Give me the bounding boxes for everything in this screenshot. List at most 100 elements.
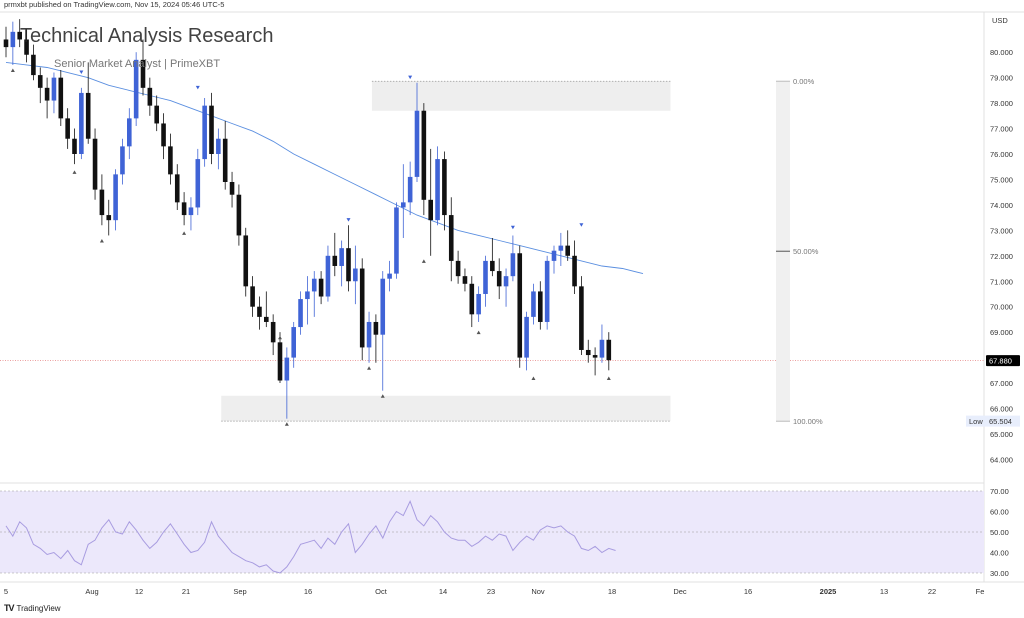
candle xyxy=(202,98,207,167)
candle-body xyxy=(407,176,413,203)
candle xyxy=(421,103,427,216)
candle-body xyxy=(120,146,125,175)
candle xyxy=(37,67,43,104)
candle xyxy=(606,332,612,371)
candle xyxy=(394,202,399,279)
price-tick-label: 71.000 xyxy=(990,277,1013,286)
candle xyxy=(10,21,16,65)
candle xyxy=(373,314,379,363)
candle xyxy=(599,324,605,363)
candle-body xyxy=(332,255,338,266)
candle xyxy=(414,82,420,182)
fib-level-label: 50.00% xyxy=(793,247,819,256)
candle-body xyxy=(339,248,344,266)
candle-body xyxy=(428,199,433,221)
candle xyxy=(209,92,214,165)
time-tick-label: 21 xyxy=(182,587,190,596)
time-tick-label: 12 xyxy=(135,587,143,596)
pivot-low-marker-icon xyxy=(72,170,77,174)
candle xyxy=(229,171,235,208)
candle xyxy=(243,227,249,297)
time-axis: 5 Aug 12 21 Sep 16 Oct 14 23 Nov 18 Dec 16 2025 13 22 Fe xyxy=(4,587,984,596)
candle xyxy=(222,120,228,190)
candle-body xyxy=(599,339,605,358)
pivot-low-marker-icon xyxy=(476,330,481,335)
candle xyxy=(558,232,564,266)
candle-body xyxy=(483,260,488,294)
pivot-low-marker-icon xyxy=(278,335,282,340)
candle-body xyxy=(250,286,255,307)
publish-header: prmxbt published on TradingView.com, Nov… xyxy=(4,0,225,9)
candle-body xyxy=(592,355,598,358)
candle xyxy=(462,268,468,292)
candle-body xyxy=(401,202,406,208)
candle xyxy=(565,230,570,261)
candle-body xyxy=(161,123,166,147)
low-tag xyxy=(966,415,986,427)
rsi-tick-label: 30.00 xyxy=(990,569,1009,578)
rsi-tick-label: 60.00 xyxy=(990,508,1009,517)
tradingview-logo-icon[interactable]: TV xyxy=(4,603,14,613)
last-price-badge xyxy=(986,355,1020,367)
price-tick-label: 77.000 xyxy=(990,125,1013,134)
candle-body xyxy=(503,276,509,287)
rsi-tick-label: 50.00 xyxy=(990,528,1009,537)
candle xyxy=(17,19,22,48)
rsi-line xyxy=(5,500,616,574)
candle xyxy=(92,128,98,200)
pivot-low-marker-icon xyxy=(182,231,187,235)
price-tick-label: 67.000 xyxy=(990,379,1013,388)
candle-body xyxy=(565,245,570,256)
candle xyxy=(510,235,516,282)
candle-body xyxy=(544,260,550,322)
rsi-layer: 30.00 40.00 50.00 60.00 70.00 xyxy=(0,487,1009,578)
candle xyxy=(99,174,105,226)
candle-body xyxy=(325,255,331,297)
candle-body xyxy=(572,255,577,287)
candle-body xyxy=(51,77,57,101)
candle-body xyxy=(72,138,77,154)
candle xyxy=(592,347,598,376)
candle-body xyxy=(517,253,523,358)
candle xyxy=(448,197,454,282)
candle xyxy=(181,192,187,226)
candle-body xyxy=(318,278,324,297)
candle xyxy=(551,245,557,274)
chart-canvas[interactable]: 0.00% 50.00% 100.00% 30.00 40.00 50.00 60.00 7… xyxy=(0,0,1024,600)
candle xyxy=(455,250,461,284)
candle xyxy=(339,240,344,287)
candle xyxy=(133,52,139,127)
candle-body xyxy=(243,235,249,287)
candle xyxy=(442,151,447,231)
zone-layer xyxy=(221,80,671,422)
candle xyxy=(174,164,180,210)
candle-body xyxy=(257,306,262,317)
candle xyxy=(85,62,91,144)
candle xyxy=(250,276,255,317)
price-tick-label: 69.000 xyxy=(990,328,1013,337)
candle-body xyxy=(442,159,447,216)
candle xyxy=(257,296,262,330)
time-tick-label: Aug xyxy=(85,587,98,596)
candle-body xyxy=(298,299,303,328)
candle xyxy=(407,161,413,216)
time-tick-label: 16 xyxy=(304,587,312,596)
candle xyxy=(236,184,242,246)
grid-layer xyxy=(0,11,1024,583)
candle-body xyxy=(127,118,132,147)
candle xyxy=(544,255,550,330)
price-tick-label: 80.000 xyxy=(990,48,1013,57)
candle-body xyxy=(85,92,91,139)
candle xyxy=(58,70,64,127)
candle-body xyxy=(168,146,173,175)
time-tick-label: 14 xyxy=(439,587,447,596)
candle-body xyxy=(311,278,317,292)
candle-body xyxy=(236,194,242,236)
price-tick-label: 79.000 xyxy=(990,74,1013,83)
pivot-low-marker-icon xyxy=(367,366,372,370)
candle-body xyxy=(490,260,495,272)
candle xyxy=(65,108,70,149)
candle-body xyxy=(291,327,296,358)
pivot-low-marker-icon xyxy=(380,394,385,398)
candle xyxy=(366,311,372,363)
